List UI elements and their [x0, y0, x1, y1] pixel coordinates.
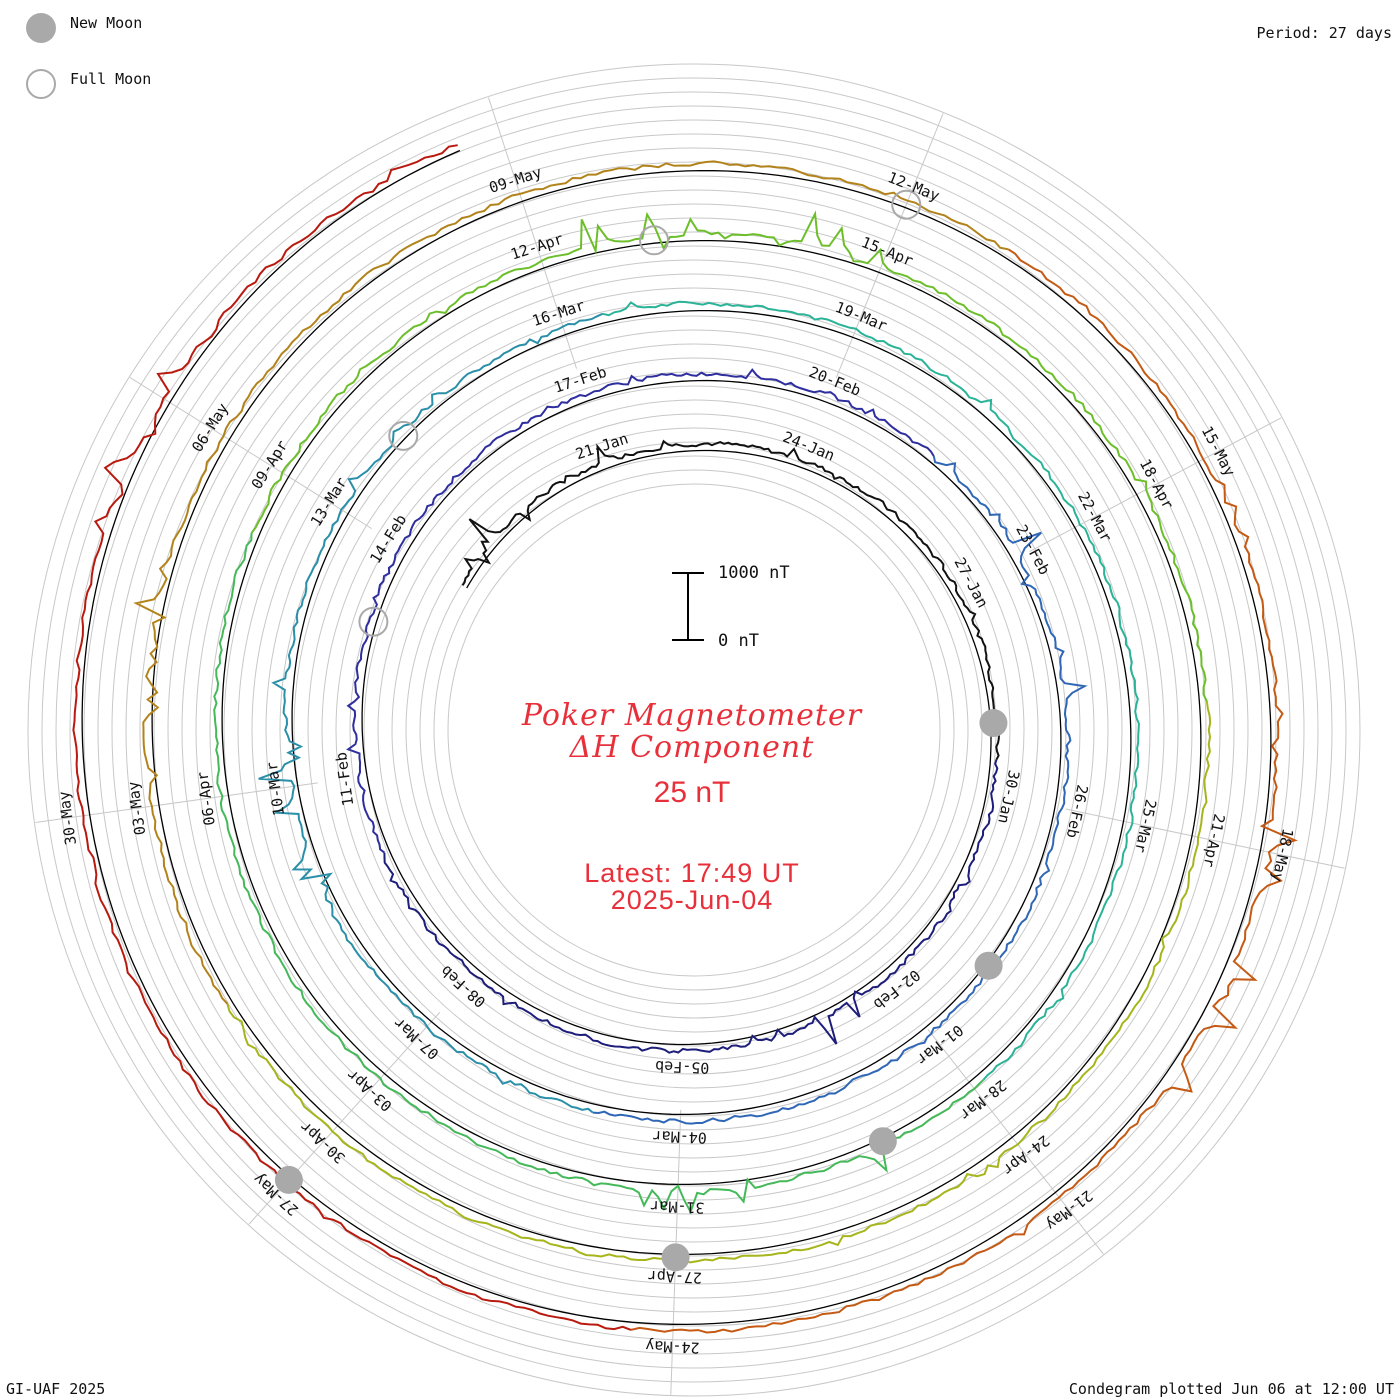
- grid-ring: [153, 189, 1235, 1271]
- grid-ring: [111, 147, 1277, 1313]
- field-trace: [250, 210, 1208, 702]
- grid-rings: [27, 63, 1361, 1397]
- chart-title: Poker Magnetometer: [521, 698, 863, 733]
- grid-ring: [55, 91, 1333, 1369]
- grid-ring: [419, 455, 969, 1005]
- moon-markers: [274, 189, 1008, 1272]
- date-label: 30-May: [55, 790, 80, 846]
- field-trace: [602, 300, 1140, 1081]
- date-label: 25-Mar: [1131, 798, 1160, 855]
- new-moon-legend-label: New Moon: [70, 14, 143, 32]
- grid-ring: [195, 231, 1193, 1229]
- date-label: 10-Mar: [263, 761, 288, 817]
- latest-time-label: Latest: 17:49 UT: [584, 858, 800, 888]
- new-moon-marker: [979, 709, 1008, 738]
- grid-ring: [293, 329, 1095, 1131]
- baseline-spiral: [81, 149, 1272, 1326]
- latest-date-label: 2025-Jun-04: [610, 885, 774, 915]
- grid-ring: [237, 273, 1151, 1187]
- field-trace: [630, 248, 1298, 1334]
- scale-bar-top-label: 1000 nT: [718, 563, 790, 583]
- date-label: 21-Apr: [1200, 812, 1229, 869]
- full-moon-legend-icon: [26, 69, 56, 99]
- date-label: 30-Jan: [994, 769, 1023, 826]
- date-label: 24-May: [645, 1337, 700, 1357]
- data-traces: [72, 144, 1298, 1334]
- grid-ring: [335, 371, 1053, 1089]
- baseline-circles: [81, 149, 1272, 1326]
- grid-spoke: [1029, 417, 1282, 553]
- date-label: 03-May: [124, 780, 149, 836]
- chart-subtitle: ΔH Component: [569, 730, 815, 765]
- grid-ring: [307, 343, 1081, 1117]
- grid-spoke: [927, 1029, 1104, 1255]
- grid-ring: [83, 119, 1305, 1341]
- field-trace: [226, 701, 1212, 1264]
- date-label: 18-May: [1268, 827, 1297, 884]
- date-label: 04-Mar: [652, 1127, 707, 1147]
- grid-ring: [265, 301, 1123, 1159]
- date-label: 27-Apr: [647, 1267, 702, 1287]
- scale-bar-bottom-label: 0 nT: [718, 631, 759, 651]
- plotted-label: Condegram plotted Jun 06 at 12:00 UT: [1068, 1380, 1394, 1398]
- grid-ring: [167, 203, 1221, 1257]
- ring-step-label: 25 nT: [653, 776, 731, 809]
- field-trace: [133, 160, 1009, 1005]
- field-trace: [592, 455, 1088, 1125]
- grid-ring: [433, 469, 955, 991]
- grid-spoke: [835, 113, 944, 378]
- date-label: 19-Mar: [833, 298, 890, 335]
- new-moon-marker: [974, 951, 1003, 980]
- full-moon-marker: [891, 189, 922, 220]
- grid-ring: [69, 105, 1319, 1355]
- grid-ring: [139, 175, 1249, 1285]
- grid-ring: [447, 483, 941, 977]
- field-trace: [72, 144, 632, 1331]
- credit-label: GI-UAF 2025: [6, 1380, 106, 1398]
- grid-ring: [125, 161, 1263, 1299]
- grid-spoke: [488, 97, 578, 369]
- grid-ring: [209, 245, 1179, 1215]
- scale-bar: [672, 572, 704, 641]
- full-moon-marker: [358, 606, 389, 637]
- date-label: 15-Apr: [859, 233, 916, 270]
- field-trace: [346, 368, 935, 854]
- date-label: 24-Jan: [780, 428, 837, 465]
- grid-ring: [363, 399, 1025, 1061]
- date-label: 06-Apr: [193, 770, 218, 826]
- date-label: 26-Feb: [1063, 783, 1092, 840]
- full-moon-marker: [388, 420, 419, 451]
- new-moon-marker: [274, 1165, 303, 1194]
- date-label: 31-Mar: [650, 1197, 705, 1217]
- grid-ring: [279, 315, 1109, 1145]
- grid-ring: [27, 63, 1361, 1397]
- grid-ring: [181, 217, 1207, 1243]
- period-label: Period: 27 days: [1256, 24, 1392, 42]
- grid-ring: [97, 133, 1291, 1327]
- field-trace: [383, 759, 999, 1054]
- grid-ring: [349, 385, 1039, 1075]
- date-label: 05-Feb: [655, 1057, 710, 1077]
- grid-ring: [251, 287, 1137, 1173]
- grid-ring: [377, 413, 1011, 1047]
- full-moon-legend-label: Full Moon: [70, 70, 152, 88]
- field-trace: [258, 312, 603, 1114]
- new-moon-legend-icon: [26, 13, 56, 43]
- full-moon-marker: [639, 225, 670, 256]
- new-moon-marker: [661, 1243, 690, 1272]
- date-label: 11-Feb: [332, 751, 357, 807]
- grid-ring: [41, 77, 1347, 1383]
- field-trace: [213, 532, 985, 1215]
- new-moon-marker: [868, 1127, 897, 1156]
- grid-spoke: [1065, 808, 1345, 869]
- field-trace: [461, 439, 1001, 761]
